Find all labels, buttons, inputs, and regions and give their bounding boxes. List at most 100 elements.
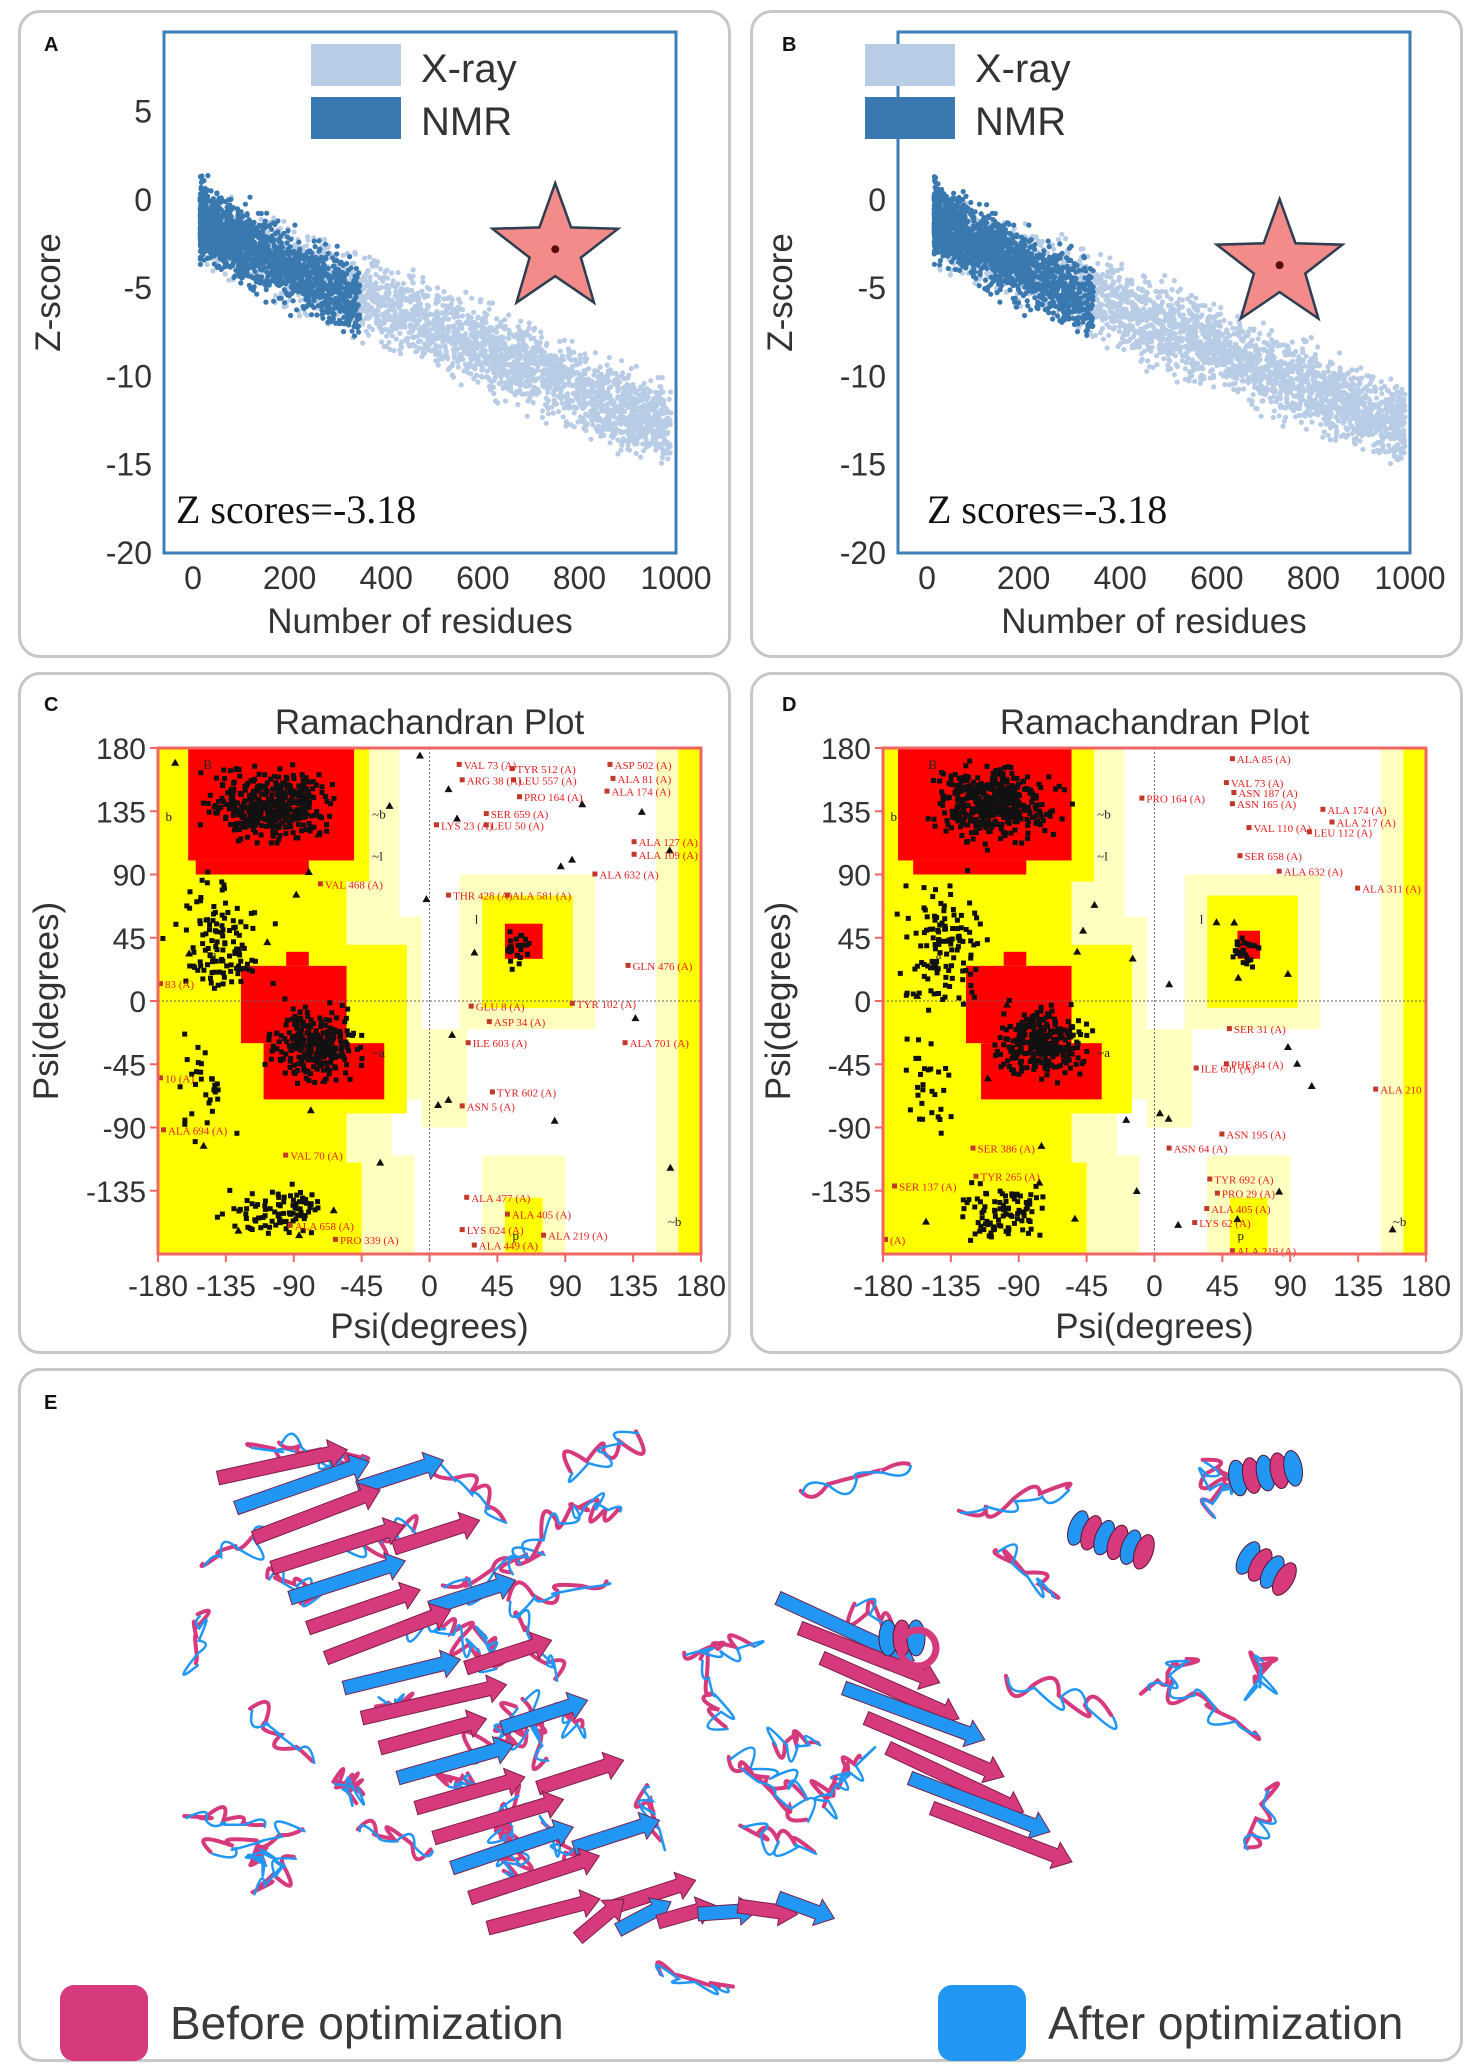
xray-point <box>449 297 455 303</box>
xray-point <box>364 309 370 315</box>
xray-point <box>666 419 672 425</box>
nmr-point <box>289 285 295 291</box>
xray-point <box>560 414 566 420</box>
nmr-point <box>320 272 326 278</box>
xray-point <box>302 310 308 316</box>
xray-point <box>488 344 494 350</box>
xray-point <box>437 344 443 350</box>
xray-point <box>603 415 610 421</box>
nmr-point <box>203 211 209 217</box>
nmr-point <box>263 299 269 305</box>
xray-point <box>465 364 471 371</box>
xray-point <box>539 408 546 414</box>
xray-point <box>502 347 509 353</box>
xray-point <box>471 376 477 382</box>
xray-point <box>443 316 449 322</box>
xray-point <box>547 385 553 391</box>
xray-point <box>548 359 554 366</box>
nmr-point <box>201 229 207 235</box>
nmr-point <box>284 258 290 264</box>
xray-point <box>1059 231 1065 237</box>
xray-point <box>425 293 431 299</box>
nmr-point <box>254 261 261 267</box>
nmr-point <box>309 288 315 294</box>
nmr-point <box>333 320 339 326</box>
xray-point <box>416 345 422 351</box>
xray-point <box>530 400 536 406</box>
panel-label-e: E <box>44 1392 58 1414</box>
nmr-point <box>241 261 247 267</box>
nmr-point <box>312 281 318 288</box>
xray-point <box>556 409 562 415</box>
xray-point <box>557 338 563 345</box>
xray-point <box>420 292 427 298</box>
xray-point <box>463 289 469 295</box>
xray-point <box>635 433 642 439</box>
y-tick-label: -20 <box>106 535 152 571</box>
xray-point <box>561 405 567 411</box>
nmr-point <box>290 298 296 304</box>
xray-point <box>502 398 509 404</box>
nmr-point <box>270 250 276 256</box>
nmr-point <box>294 307 300 313</box>
nmr-point <box>247 233 253 239</box>
xray-point <box>423 344 429 350</box>
xray-point <box>555 377 561 383</box>
nmr-point <box>304 287 310 293</box>
nmr-point <box>257 280 263 286</box>
xray-point <box>604 373 610 379</box>
nmr-point <box>334 251 340 257</box>
xray-point <box>479 367 485 373</box>
xray-point <box>493 366 499 372</box>
nmr-point <box>352 307 358 313</box>
xray-point <box>571 424 577 430</box>
nmr-point <box>216 263 222 269</box>
nmr-point <box>200 198 207 204</box>
xray-point <box>561 383 567 389</box>
nmr-point <box>327 285 333 291</box>
xray-point <box>405 313 411 319</box>
xray-point <box>458 352 465 358</box>
xray-point <box>414 307 420 313</box>
xray-point <box>398 312 404 318</box>
nmr-point <box>260 224 266 230</box>
xray-point <box>615 388 621 394</box>
xray-point <box>358 295 364 301</box>
xray-point <box>543 342 550 349</box>
nmr-point <box>214 190 220 196</box>
nmr-point <box>309 250 315 256</box>
xray-point <box>559 367 565 373</box>
xray-point <box>607 440 613 446</box>
nmr-point <box>352 284 358 290</box>
xray-point <box>479 374 486 380</box>
xray-point <box>380 299 386 305</box>
xray-point <box>437 332 443 338</box>
xray-point <box>558 394 565 400</box>
nmr-point <box>209 211 215 217</box>
nmr-point <box>250 222 256 228</box>
xray-point <box>1211 301 1217 307</box>
nmr-point <box>221 214 227 220</box>
xray-point <box>498 379 504 385</box>
xray-point <box>419 311 425 317</box>
xray-point <box>1207 307 1213 313</box>
xray-point <box>595 423 601 429</box>
xray-point <box>575 370 581 376</box>
xray-point <box>479 334 485 340</box>
nmr-point <box>240 226 246 232</box>
xray-point <box>619 442 625 448</box>
nmr-point <box>269 261 275 267</box>
zscore-annotation: Z scores=-3.18 <box>176 487 416 532</box>
xray-point <box>582 371 588 377</box>
xray-point <box>520 344 526 350</box>
xray-point <box>372 283 378 289</box>
xray-point <box>657 389 663 395</box>
nmr-point <box>295 288 301 295</box>
xray-point <box>449 372 455 378</box>
xray-point <box>400 280 407 287</box>
xray-point <box>469 364 476 370</box>
xray-point <box>624 393 630 399</box>
xray-point <box>508 363 514 369</box>
xray-point <box>523 359 529 365</box>
xray-point <box>557 387 564 394</box>
